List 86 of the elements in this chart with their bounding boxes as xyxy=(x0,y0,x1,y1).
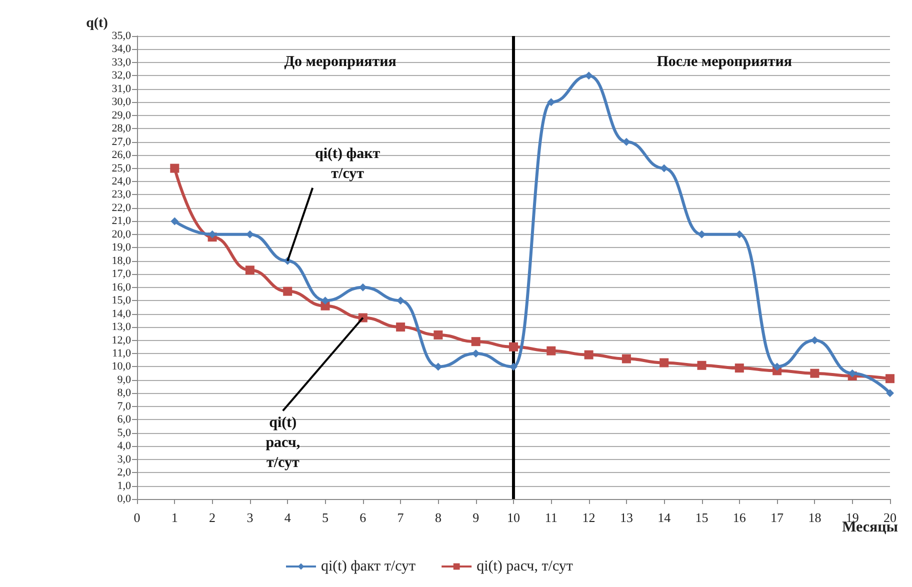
point xyxy=(510,362,518,371)
y-tick-label: 18,0 xyxy=(112,254,132,267)
x-tick-label: 2 xyxy=(209,510,216,525)
point xyxy=(734,364,744,373)
x-tick-label: 12 xyxy=(582,510,596,525)
y-tick-label: 4,0 xyxy=(117,440,132,452)
y-tick-label: 2,0 xyxy=(117,466,132,479)
y-tick-label: 20,0 xyxy=(112,228,132,240)
x-tick-label: 7 xyxy=(397,510,404,525)
y-tick-label: 15,0 xyxy=(112,294,132,307)
x-tick-label: 6 xyxy=(360,510,367,525)
y-tick-label: 25,0 xyxy=(112,162,132,174)
annotation: qi(t) факт т/сут xyxy=(315,146,381,182)
point xyxy=(660,164,668,172)
y-tick-label: 29,0 xyxy=(112,109,132,122)
y-tick-label: 13,0 xyxy=(112,321,132,334)
y-tick-label: 33,0 xyxy=(112,56,132,68)
point xyxy=(509,342,518,352)
annotation: До мероприятия xyxy=(284,54,396,70)
legend-label: qi(t) расч, т/сут xyxy=(476,558,574,574)
point xyxy=(396,296,405,305)
x-tick-label: 14 xyxy=(658,510,672,525)
point xyxy=(886,389,894,398)
y-tick-label: 14,0 xyxy=(112,308,132,320)
y-tick-label: 9,0 xyxy=(117,374,132,386)
y-tick-label: 12,0 xyxy=(112,334,132,346)
x-tick-label: 0 xyxy=(134,510,140,525)
x-tick-label: 11 xyxy=(544,510,558,525)
y-tick-label: 27,0 xyxy=(112,136,132,148)
x-tick-label: 5 xyxy=(322,510,328,525)
y-tick-label: 16,0 xyxy=(112,281,132,294)
x-tick-label: 20 xyxy=(884,510,896,525)
x-tick-label: 15 xyxy=(695,510,708,525)
y-tick-label: 35,0 xyxy=(112,30,132,42)
y-tick-label: 28,0 xyxy=(112,122,132,135)
x-tick-label: 10 xyxy=(507,510,520,525)
y-tick-label: 10,0 xyxy=(112,360,132,373)
y-tick-label: 22,0 xyxy=(112,202,132,214)
point xyxy=(886,374,894,384)
point xyxy=(546,346,556,356)
x-tick-label: 4 xyxy=(284,510,292,525)
point xyxy=(396,322,406,332)
y-tick-label: 34,0 xyxy=(112,43,132,56)
y-tick-label: 3,0 xyxy=(117,453,132,466)
point xyxy=(547,98,556,106)
point xyxy=(810,368,820,378)
x-tick-label: 8 xyxy=(434,510,442,525)
point xyxy=(434,330,443,340)
y-tick-label: 1,0 xyxy=(117,480,132,492)
x-tick-label: 3 xyxy=(246,510,254,525)
legend-label: qi(t) факт т/сут xyxy=(321,558,416,574)
x-tick-label: 17 xyxy=(770,510,784,525)
y-tick-label: 26,0 xyxy=(112,149,132,162)
x-tick-label: 18 xyxy=(808,510,822,525)
y-tick-label: 19,0 xyxy=(112,242,132,254)
annotation: После мероприятия xyxy=(656,54,792,70)
annotation: qi(t) расч, т/сут xyxy=(266,414,300,471)
point xyxy=(622,138,630,146)
point xyxy=(622,354,631,364)
y-tick-label: 6,0 xyxy=(117,414,132,426)
point xyxy=(660,358,669,368)
y-tick-label: 0,0 xyxy=(117,493,132,505)
x-tick-label: 1 xyxy=(171,510,178,525)
point xyxy=(170,217,179,226)
point xyxy=(245,266,254,275)
point xyxy=(170,164,180,173)
y-tick-label: 17,0 xyxy=(112,268,132,280)
point xyxy=(584,350,594,360)
y-axis-title: q(t) xyxy=(86,16,108,32)
x-tick-label: 13 xyxy=(620,510,633,525)
point xyxy=(283,286,292,296)
y-tick-label: 8,0 xyxy=(117,387,132,400)
y-tick-label: 23,0 xyxy=(112,188,132,201)
x-tick-label: 16 xyxy=(732,510,746,525)
y-tick-label: 7,0 xyxy=(117,400,132,412)
y-tick-label: 30,0 xyxy=(112,96,132,108)
y-tick-label: 5,0 xyxy=(117,426,132,439)
y-tick-label: 21,0 xyxy=(112,215,132,228)
y-tick-label: 32,0 xyxy=(112,70,132,82)
point xyxy=(321,296,330,305)
x-tick-label: 9 xyxy=(472,510,480,525)
y-tick-label: 31,0 xyxy=(112,82,132,95)
point xyxy=(697,360,706,370)
point xyxy=(471,337,480,346)
y-tick-label: 24,0 xyxy=(112,176,132,188)
y-tick-label: 11,0 xyxy=(112,347,132,360)
